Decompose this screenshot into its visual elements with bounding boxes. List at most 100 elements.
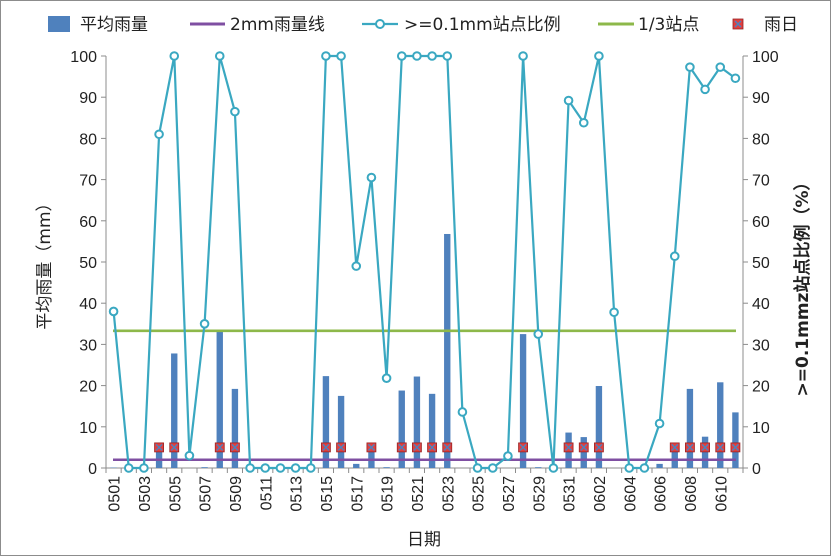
rain-day-marker-cross (595, 443, 603, 451)
rain-day-marker-0520 (396, 442, 407, 453)
rain-day-marker-cross (155, 443, 163, 451)
bar-0520 (398, 390, 405, 468)
bar-0607 (671, 447, 678, 468)
y-tick-label-left: 60 (79, 214, 97, 231)
rain-day-marker-cross (671, 443, 679, 451)
y-tick-label-right: 20 (752, 379, 770, 396)
y-tick-label-left: 20 (79, 379, 97, 396)
x-tick-label: 0521 (410, 476, 427, 512)
rain-day-marker-cross (170, 443, 178, 451)
rain-day-marker-cross (580, 443, 588, 451)
lines-layer (108, 51, 741, 473)
ratio-point-0522 (427, 51, 437, 61)
bar-0608 (686, 388, 694, 468)
ratio-point-0506 (184, 450, 195, 461)
y-tick-label-left: 50 (79, 255, 97, 272)
rain-day-marker-0610 (715, 442, 726, 453)
rain-day-marker-cross (701, 443, 709, 451)
rain-day-marker-cross (337, 443, 345, 451)
y-tick-label-left: 10 (79, 420, 97, 437)
ratio-point-0519 (381, 373, 392, 383)
x-tick-label: 0608 (683, 476, 700, 512)
ratio-point-0523 (442, 51, 453, 61)
rain-day-marker-0602 (594, 442, 604, 453)
x-tick-label: 0509 (228, 476, 245, 512)
ratio-point-0508 (214, 51, 225, 61)
bar-0611 (732, 412, 739, 468)
rain-day-marker-0528 (518, 442, 528, 453)
ratio-point-0505 (169, 51, 180, 61)
rain-day-marker-0522 (427, 442, 437, 453)
y-tick-label-right: 40 (752, 296, 770, 313)
x-tick-label: 0517 (349, 476, 366, 512)
rain-day-marker-0518 (366, 442, 377, 453)
legend-label-one-third: 1/3站点 (638, 15, 699, 35)
y-tick-label-left: 40 (79, 296, 97, 313)
x-tick-label: 0527 (501, 476, 518, 512)
x-tick-label: 0602 (592, 476, 609, 512)
x-tick-label: 0513 (289, 476, 306, 512)
rain-day-marker-0505 (169, 442, 180, 453)
ratio-point-0527 (503, 451, 513, 461)
rain-day-marker-0601 (578, 442, 589, 453)
ratio-point-0507 (199, 319, 210, 329)
ratio-point-0521 (412, 51, 422, 61)
ratio-point-0607 (669, 251, 680, 262)
rain-day-marker-0609 (700, 442, 710, 453)
rain-day-marker-cross (398, 443, 406, 451)
rain-day-marker-cross (322, 443, 330, 451)
ratio-point-0512 (275, 463, 286, 473)
x-tick-label: 0610 (713, 476, 730, 512)
bar-0522 (428, 393, 436, 468)
bar-0606 (656, 463, 663, 468)
y-tick-label-right: 0 (752, 461, 761, 478)
bar-0521 (413, 376, 421, 468)
rain-day-marker-cross (716, 443, 724, 451)
bar-0610 (717, 382, 724, 468)
bar-0516 (337, 395, 345, 468)
ratio-point-0520 (396, 51, 407, 61)
ratio-point-0524 (457, 407, 468, 417)
legend-label-2mm: 2mm雨量线 (230, 15, 325, 35)
bar-0507 (201, 467, 208, 468)
rain-day-marker-0523 (442, 442, 453, 453)
rain-day-marker-cross (443, 443, 451, 451)
x-axis-title: 日期 (407, 530, 441, 550)
bar-0529 (535, 467, 542, 468)
rain-day-marker-0509 (230, 442, 240, 453)
x-tick-label: 0606 (653, 476, 670, 512)
bar-0518 (368, 446, 375, 468)
rain-day-marker-0607 (669, 442, 680, 453)
ratio-point-0529 (533, 329, 544, 339)
rain-day-marker-cross (565, 443, 573, 451)
y-axis-title-left: 平均雨量（mm） (35, 194, 55, 329)
markers-layer (154, 442, 741, 453)
y-tick-label-left: 0 (88, 461, 97, 478)
bars-layer (110, 233, 739, 468)
rain-day-marker-cross (367, 443, 375, 451)
ratio-point-0603 (609, 307, 619, 318)
ratio-point-0515 (321, 51, 331, 61)
rain-day-marker-0521 (412, 442, 422, 453)
y-tick-label-right: 70 (752, 173, 770, 190)
ratio-point-0611 (730, 73, 741, 84)
ratio-point-0503 (139, 463, 149, 473)
station-ratio-line (112, 54, 737, 470)
y-axis-title-right: >=0.1mmz站点比例（%） (792, 174, 813, 397)
rain-day-marker-0504 (154, 442, 164, 453)
ratio-point-0601 (578, 117, 589, 128)
ratio-point-0530 (548, 463, 559, 473)
x-tick-label: 0531 (562, 476, 579, 512)
x-tick-label: 0515 (319, 476, 336, 512)
ratio-point-0610 (715, 62, 726, 72)
x-tick-label: 0604 (622, 476, 639, 512)
rain-day-marker-cross (519, 443, 527, 451)
labels-layer: 0 0 10 10 20 20 30 30 40 40 50 50 60 60 70 70 80 80 90 90 10… (35, 49, 813, 550)
ratio-point-0602 (594, 51, 604, 61)
x-tick-label: 0503 (137, 476, 154, 512)
rain-day-marker-0608 (685, 442, 695, 453)
ratio-point-0501 (108, 306, 119, 317)
ratio-point-0608 (685, 62, 695, 72)
bar-0509 (231, 388, 239, 468)
